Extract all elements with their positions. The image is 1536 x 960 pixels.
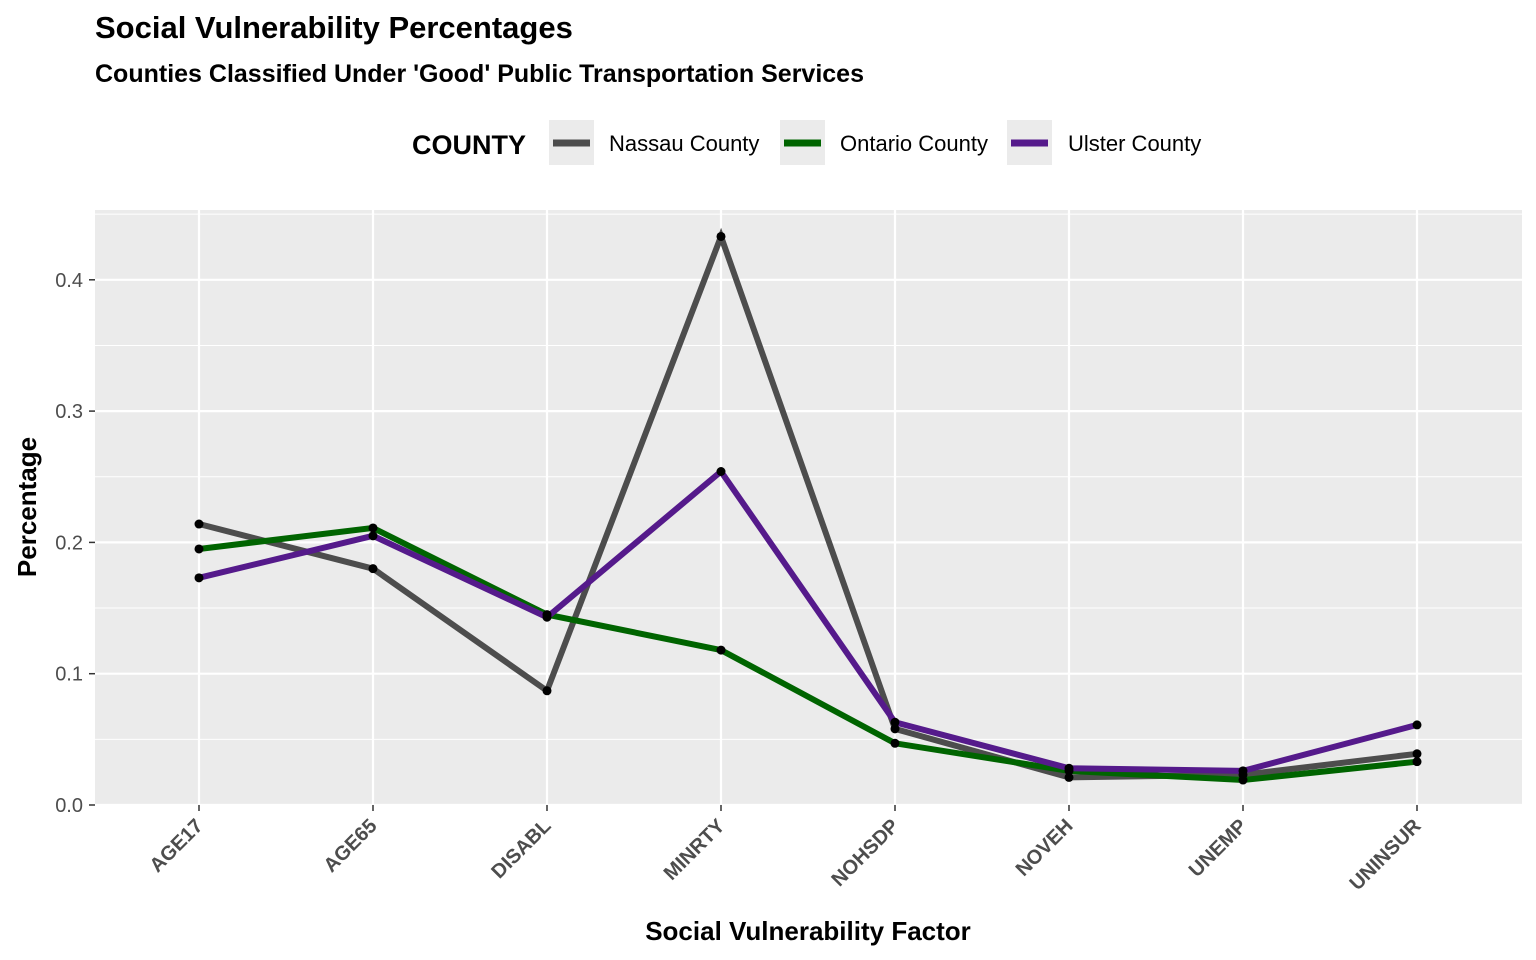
legend-label: Ontario County	[840, 131, 988, 156]
data-point	[368, 523, 378, 533]
legend-label: Ulster County	[1068, 131, 1201, 156]
y-tick-label: 0.3	[55, 401, 83, 423]
chart-subtitle: Counties Classified Under 'Good' Public …	[95, 60, 864, 88]
data-point	[716, 645, 726, 655]
x-tick-label: NOHSDP	[827, 815, 903, 891]
y-tick-label: 0.2	[55, 532, 83, 554]
data-point	[542, 612, 552, 622]
data-point	[1238, 775, 1248, 785]
data-point	[542, 686, 552, 696]
series-line	[198, 467, 1418, 774]
y-tick-label: 0.1	[55, 664, 83, 686]
legend-label: Nassau County	[609, 131, 759, 156]
x-tick-label: UNEMP	[1185, 815, 1252, 882]
data-point	[368, 531, 378, 541]
x-axis-label: Social Vulnerability Factor	[645, 916, 971, 946]
data-point	[716, 466, 726, 476]
data-point	[890, 738, 900, 748]
x-tick-label: MINRTY	[660, 815, 730, 885]
data-point	[890, 717, 900, 727]
series-line	[198, 524, 1418, 784]
y-axis-label: Percentage	[12, 437, 42, 577]
chart-title: Social Vulnerability Percentages	[95, 10, 573, 45]
x-tick-label: DISABL	[487, 815, 555, 883]
legend-title: COUNTY	[412, 130, 526, 160]
y-tick-label: 0.4	[55, 270, 83, 292]
data-point	[194, 519, 204, 529]
data-point	[1412, 749, 1422, 759]
x-tick-label: UNINSUR	[1346, 815, 1426, 895]
data-point	[194, 544, 204, 554]
x-tick-label: NOVEH	[1012, 815, 1078, 881]
y-tick-label: 0.0	[55, 795, 83, 817]
data-point	[1064, 772, 1074, 782]
data-point	[716, 231, 726, 241]
data-point	[1238, 766, 1248, 776]
plot-panel	[95, 210, 1522, 805]
data-point	[1412, 720, 1422, 730]
data-point	[194, 573, 204, 583]
legend: COUNTY Nassau County Ontario County Ulster…	[412, 120, 1201, 165]
x-tick-label: AGE17	[146, 815, 208, 877]
data-point	[1064, 763, 1074, 773]
data-point	[368, 564, 378, 574]
x-tick-label: AGE65	[320, 815, 382, 877]
data-point	[1412, 757, 1422, 767]
series-line	[198, 227, 1418, 781]
data-point	[890, 724, 900, 734]
